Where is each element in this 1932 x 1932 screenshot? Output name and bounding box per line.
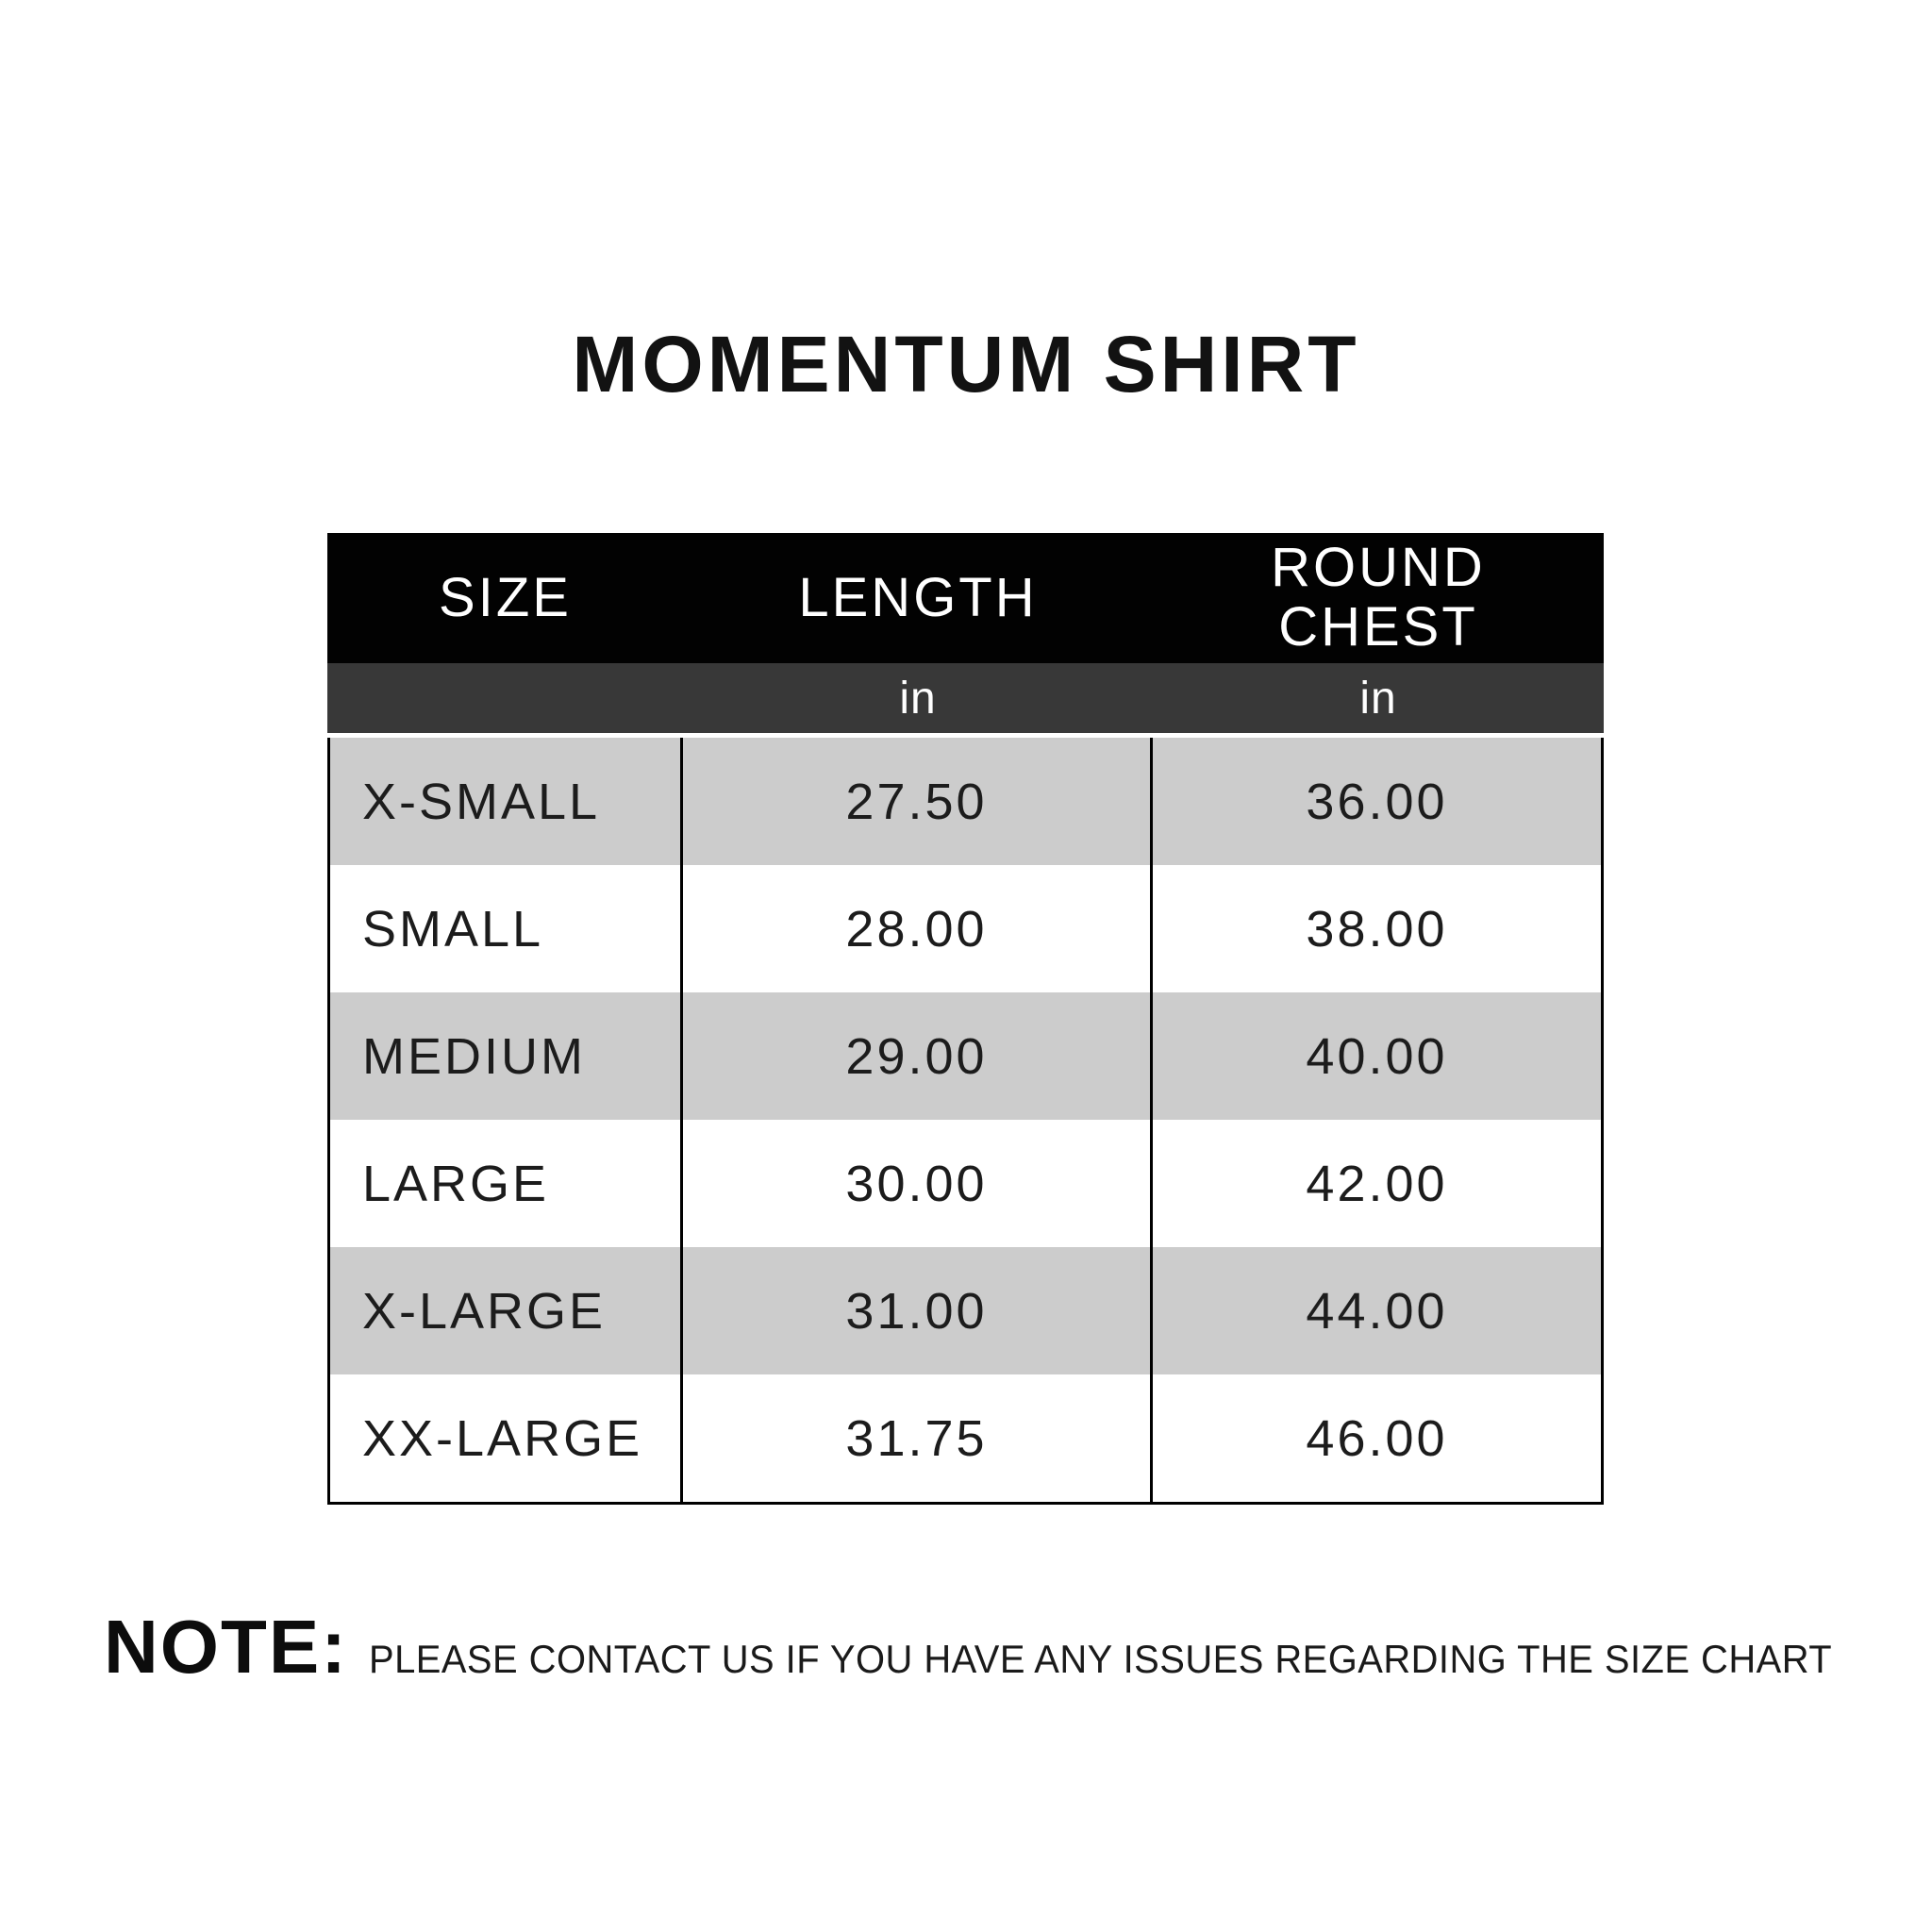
unit-cell-round-chest: in <box>1359 673 1397 724</box>
round-chest-cell: 44.00 <box>1306 1282 1448 1340</box>
length-cell: 29.00 <box>683 992 1153 1120</box>
header-cell-round-chest: ROUND CHEST <box>1153 533 1604 663</box>
round-chest-cell: 38.00 <box>1306 900 1448 958</box>
size-cell: XX-LARGE <box>330 1374 683 1502</box>
unit-cell-length: in <box>899 673 937 724</box>
header-cell-length: LENGTH <box>798 566 1038 628</box>
length-cell: 30.00 <box>683 1120 1153 1247</box>
table-row: XX-LARGE 31.75 46.00 <box>330 1374 1601 1502</box>
note-text: PLEASE CONTACT US IF YOU HAVE ANY ISSUES… <box>368 1637 1833 1681</box>
length-cell: 31.00 <box>683 1247 1153 1374</box>
note-label: NOTE: <box>104 1605 348 1689</box>
size-cell: SMALL <box>330 865 683 992</box>
size-cell: X-SMALL <box>330 738 683 865</box>
length-cell: 28.00 <box>683 865 1153 992</box>
header-cell-round-chest-label: ROUND CHEST <box>1271 537 1486 658</box>
length-cell: 31.75 <box>683 1374 1153 1502</box>
header-body-divider <box>327 733 1604 738</box>
round-chest-cell: 46.00 <box>1306 1409 1448 1467</box>
table-unit-row: in in <box>327 663 1604 733</box>
round-chest-cell: 42.00 <box>1306 1155 1448 1212</box>
table-row: X-LARGE 31.00 44.00 <box>330 1247 1601 1374</box>
table-row: SMALL 28.00 38.00 <box>330 865 1601 992</box>
table-header-row: SIZE LENGTH ROUND CHEST <box>327 533 1604 663</box>
page-title: MOMENTUM SHIRT <box>572 320 1360 408</box>
header-cell-size: SIZE <box>439 566 572 628</box>
size-chart-table: SIZE LENGTH ROUND CHEST in in X-SMALL 27… <box>327 533 1604 1505</box>
size-cell: MEDIUM <box>330 992 683 1120</box>
size-cell: LARGE <box>330 1120 683 1247</box>
table-row: MEDIUM 29.00 40.00 <box>330 992 1601 1120</box>
size-cell: X-LARGE <box>330 1247 683 1374</box>
unit-cell-size <box>327 663 683 733</box>
table-row: X-SMALL 27.50 36.00 <box>330 738 1601 865</box>
round-chest-cell: 40.00 <box>1306 1027 1448 1085</box>
table-body: X-SMALL 27.50 36.00 SMALL 28.00 38.00 ME… <box>327 738 1604 1505</box>
note: NOTE: PLEASE CONTACT US IF YOU HAVE ANY I… <box>104 1604 1909 1690</box>
table-row: LARGE 30.00 42.00 <box>330 1120 1601 1247</box>
length-cell: 27.50 <box>683 738 1153 865</box>
round-chest-cell: 36.00 <box>1306 773 1448 830</box>
